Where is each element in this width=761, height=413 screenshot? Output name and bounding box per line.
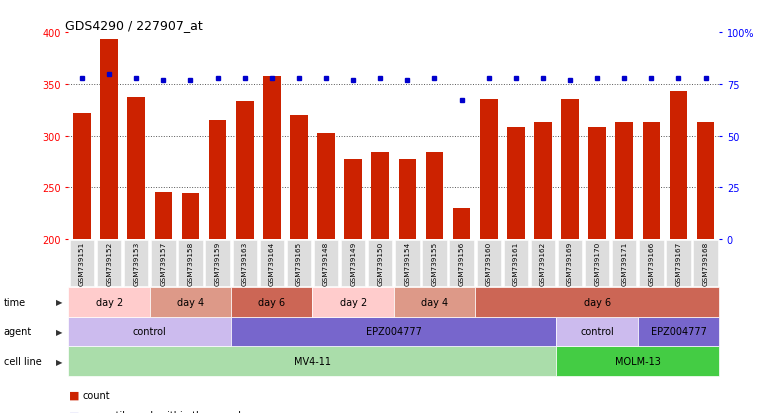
Text: GSM739164: GSM739164 — [269, 241, 275, 285]
Text: GSM739166: GSM739166 — [648, 241, 654, 285]
Bar — [263, 76, 281, 240]
Bar — [127, 98, 145, 240]
Bar — [399, 160, 416, 240]
Text: day 4: day 4 — [421, 297, 448, 307]
Bar — [371, 153, 389, 240]
Bar — [425, 153, 444, 240]
Bar — [236, 102, 253, 240]
Text: GSM739168: GSM739168 — [702, 241, 708, 285]
Bar — [290, 116, 307, 240]
Text: GSM739163: GSM739163 — [242, 241, 248, 285]
Bar — [561, 100, 579, 240]
Bar — [100, 40, 118, 240]
Text: day 4: day 4 — [177, 297, 204, 307]
Text: MOLM-13: MOLM-13 — [615, 356, 661, 366]
Text: GSM739162: GSM739162 — [540, 241, 546, 285]
Text: ■: ■ — [68, 390, 79, 400]
Text: control: control — [581, 327, 614, 337]
Bar — [480, 100, 498, 240]
Text: GSM739169: GSM739169 — [567, 241, 573, 285]
Text: time: time — [4, 297, 26, 307]
Text: GSM739150: GSM739150 — [377, 241, 384, 285]
Bar — [507, 128, 524, 240]
Text: ▶: ▶ — [56, 297, 62, 306]
Bar — [73, 114, 91, 240]
Text: GSM739153: GSM739153 — [133, 241, 139, 285]
Text: GSM739159: GSM739159 — [215, 241, 221, 285]
Bar — [642, 123, 661, 240]
Text: GSM739155: GSM739155 — [431, 241, 438, 285]
Text: GSM739148: GSM739148 — [323, 241, 329, 285]
Bar — [453, 209, 470, 240]
Text: count: count — [82, 390, 110, 400]
Text: GSM739160: GSM739160 — [486, 241, 492, 285]
Text: percentile rank within the sample: percentile rank within the sample — [82, 411, 247, 413]
Text: GSM739149: GSM739149 — [350, 241, 356, 285]
Text: ▶: ▶ — [56, 357, 62, 366]
Bar — [670, 92, 687, 240]
Text: cell line: cell line — [4, 356, 42, 366]
Text: GSM739151: GSM739151 — [79, 241, 85, 285]
Text: GSM739167: GSM739167 — [676, 241, 682, 285]
Bar — [616, 123, 633, 240]
Text: agent: agent — [4, 327, 32, 337]
Bar — [154, 192, 172, 240]
Text: MV4-11: MV4-11 — [294, 356, 331, 366]
Text: GSM739165: GSM739165 — [296, 241, 302, 285]
Bar — [344, 160, 362, 240]
Text: EPZ004777: EPZ004777 — [651, 327, 706, 337]
Text: GSM739158: GSM739158 — [187, 241, 193, 285]
Bar — [534, 123, 552, 240]
Text: GSM739171: GSM739171 — [621, 241, 627, 285]
Text: GSM739154: GSM739154 — [404, 241, 410, 285]
Text: ▶: ▶ — [56, 327, 62, 336]
Text: control: control — [133, 327, 167, 337]
Bar — [182, 193, 199, 240]
Text: EPZ004777: EPZ004777 — [366, 327, 422, 337]
Bar — [209, 121, 227, 240]
Text: GSM739157: GSM739157 — [161, 241, 167, 285]
Text: day 6: day 6 — [584, 297, 611, 307]
Bar — [697, 123, 715, 240]
Text: GSM739170: GSM739170 — [594, 241, 600, 285]
Text: GSM739156: GSM739156 — [459, 241, 465, 285]
Text: GSM739152: GSM739152 — [106, 241, 112, 285]
Text: day 2: day 2 — [339, 297, 367, 307]
Text: day 2: day 2 — [96, 297, 123, 307]
Text: ■: ■ — [68, 411, 79, 413]
Text: day 6: day 6 — [258, 297, 285, 307]
Bar — [317, 133, 335, 240]
Text: GSM739161: GSM739161 — [513, 241, 519, 285]
Bar — [588, 128, 606, 240]
Text: GDS4290 / 227907_at: GDS4290 / 227907_at — [65, 19, 203, 32]
